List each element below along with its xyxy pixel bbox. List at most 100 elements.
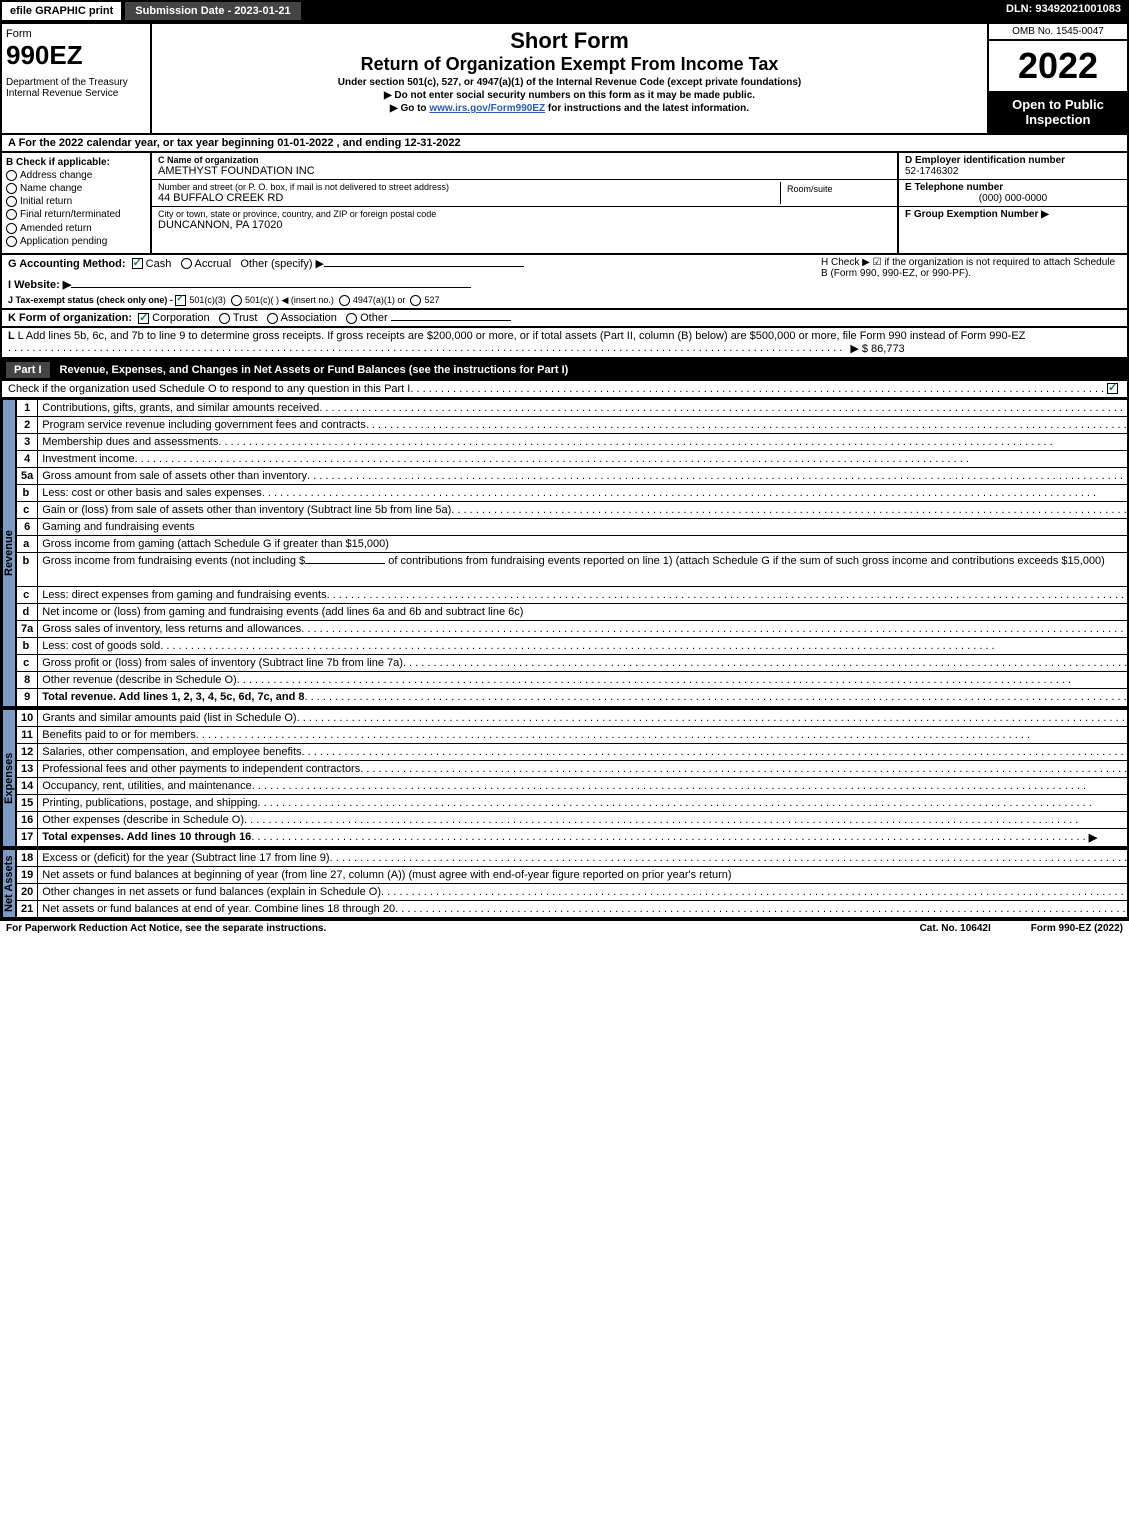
line-7c: cGross profit or (loss) from sales of in… (17, 654, 1129, 671)
side-expenses: Expenses (2, 709, 16, 847)
dept-label: Department of the Treasury Internal Reve… (6, 77, 146, 99)
line-1: 1Contributions, gifts, grants, and simil… (17, 399, 1129, 416)
chk-schedule-o[interactable] (1107, 383, 1118, 394)
line-9: 9Total revenue. Add lines 1, 2, 3, 4, 5c… (17, 688, 1129, 706)
line-2: 2Program service revenue including gover… (17, 416, 1129, 433)
org-name-label: C Name of organization (158, 155, 891, 165)
part1-tag: Part I (6, 362, 50, 378)
street: 44 BUFFALO CREEK RD (158, 192, 780, 204)
line-18: 18Excess or (deficit) for the year (Subt… (17, 849, 1129, 866)
subtitle-ssn: ▶ Do not enter social security numbers o… (156, 90, 983, 101)
row-k: K Form of organization: Corporation Trus… (0, 310, 1129, 328)
chk-527[interactable] (410, 295, 421, 306)
chk-final-return[interactable] (6, 209, 17, 220)
tel-label: E Telephone number (905, 182, 1003, 193)
row-l: L L Add lines 5b, 6c, and 7b to line 9 t… (0, 328, 1129, 359)
line-8: 8Other revenue (describe in Schedule O)8… (17, 671, 1129, 688)
part1-sub: Check if the organization used Schedule … (0, 381, 1129, 399)
section-b-title: B Check if applicable: (6, 157, 146, 168)
street-label: Number and street (or P. O. box, if mail… (158, 182, 780, 192)
net-assets-table: 18Excess or (deficit) for the year (Subt… (16, 849, 1129, 918)
row-i: I Website: ▶ (8, 278, 821, 291)
section-c: C Name of organization AMETHYST FOUNDATI… (152, 153, 897, 253)
chk-cash[interactable] (132, 258, 143, 269)
line-4: 4Investment income431 (17, 450, 1129, 467)
open-to-public: Open to Public Inspection (989, 91, 1127, 133)
line-6b: bGross income from fundraising events (n… (17, 552, 1129, 569)
line-6c: cLess: direct expenses from gaming and f… (17, 586, 1129, 603)
efile-print[interactable]: efile GRAPHIC print (0, 0, 123, 22)
line-7b: bLess: cost of goods sold7b0 (17, 637, 1129, 654)
chk-corporation[interactable] (138, 313, 149, 324)
footer-right: Form 990-EZ (2022) (1031, 923, 1123, 934)
form-label: Form (6, 28, 146, 40)
line-15: 15Printing, publications, postage, and s… (17, 794, 1129, 811)
chk-initial-return[interactable] (6, 196, 17, 207)
line-5b: bLess: cost or other basis and sales exp… (17, 484, 1129, 501)
line-19: 19Net assets or fund balances at beginni… (17, 866, 1129, 883)
room-suite-label: Room/suite (781, 182, 891, 204)
chk-501c3[interactable] (175, 295, 186, 306)
top-bar: efile GRAPHIC print Submission Date - 20… (0, 0, 1129, 22)
row-j: J Tax-exempt status (check only one) - 5… (8, 295, 821, 306)
ein-label: D Employer identification number (905, 155, 1065, 166)
org-name: AMETHYST FOUNDATION INC (158, 165, 891, 177)
line-12: 12Salaries, other compensation, and empl… (17, 743, 1129, 760)
ein: 52-1746302 (905, 166, 958, 177)
side-net-assets: Net Assets (2, 849, 16, 918)
subtitle-link: ▶ Go to www.irs.gov/Form990EZ for instru… (156, 103, 983, 114)
line-14: 14Occupancy, rent, utilities, and mainte… (17, 777, 1129, 794)
dln: DLN: 93492021001083 (998, 0, 1129, 22)
page-footer: For Paperwork Reduction Act Notice, see … (0, 920, 1129, 936)
irs-link[interactable]: www.irs.gov/Form990EZ (429, 103, 545, 114)
line-16: 16Other expenses (describe in Schedule O… (17, 811, 1129, 828)
line-13: 13Professional fees and other payments t… (17, 760, 1129, 777)
chk-4947[interactable] (339, 295, 350, 306)
line-6: 6Gaming and fundraising events (17, 518, 1129, 535)
line-5c: cGain or (loss) from sale of assets othe… (17, 501, 1129, 518)
line-6a: aGross income from gaming (attach Schedu… (17, 535, 1129, 552)
line-6b-val: 6b0 (17, 569, 1129, 586)
chk-address-change[interactable] (6, 170, 17, 181)
city-label: City or town, state or province, country… (158, 209, 891, 219)
line-17: 17Total expenses. Add lines 10 through 1… (17, 828, 1129, 846)
line-6d: dNet income or (loss) from gaming and fu… (17, 603, 1129, 620)
chk-application-pending[interactable] (6, 236, 17, 247)
chk-other-org[interactable] (346, 313, 357, 324)
part1-title: Revenue, Expenses, and Changes in Net As… (60, 364, 569, 376)
tax-year: 2022 (989, 41, 1127, 91)
line-7a: 7aGross sales of inventory, less returns… (17, 620, 1129, 637)
side-revenue: Revenue (2, 399, 16, 707)
chk-501c[interactable] (231, 295, 242, 306)
line-20: 20Other changes in net assets or fund ba… (17, 883, 1129, 900)
line-3: 3Membership dues and assessments30 (17, 433, 1129, 450)
section-b: B Check if applicable: Address change Na… (2, 153, 152, 253)
chk-name-change[interactable] (6, 183, 17, 194)
subtitle-section: Under section 501(c), 527, or 4947(a)(1)… (156, 77, 983, 88)
section-d: D Employer identification number 52-1746… (897, 153, 1127, 253)
chk-trust[interactable] (219, 313, 230, 324)
row-a-tax-year: A For the 2022 calendar year, or tax yea… (0, 135, 1129, 153)
footer-catno: Cat. No. 10642I (920, 923, 991, 934)
form-header: Form 990EZ Department of the Treasury In… (0, 22, 1129, 135)
part1-header: Part I Revenue, Expenses, and Changes in… (0, 359, 1129, 381)
row-g: G Accounting Method: Cash Accrual Other … (8, 257, 821, 270)
chk-amended-return[interactable] (6, 223, 17, 234)
telephone: (000) 000-0000 (905, 193, 1121, 204)
line-11: 11Benefits paid to or for members110 (17, 726, 1129, 743)
city: DUNCANNON, PA 17020 (158, 219, 891, 231)
omb-number: OMB No. 1545-0047 (989, 24, 1127, 41)
title-short-form: Short Form (156, 28, 983, 54)
chk-accrual[interactable] (181, 258, 192, 269)
submission-date: Submission Date - 2023-01-21 (123, 0, 302, 22)
row-h: H Check ▶ ☑ if the organization is not r… (821, 257, 1121, 306)
line-5a: 5aGross amount from sale of assets other… (17, 467, 1129, 484)
chk-association[interactable] (267, 313, 278, 324)
expenses-table: 10Grants and similar amounts paid (list … (16, 709, 1129, 847)
line-10: 10Grants and similar amounts paid (list … (17, 709, 1129, 726)
footer-left: For Paperwork Reduction Act Notice, see … (6, 923, 326, 934)
revenue-table: 1Contributions, gifts, grants, and simil… (16, 399, 1129, 707)
form-number: 990EZ (6, 40, 146, 71)
group-exemption-label: F Group Exemption Number ▶ (905, 209, 1049, 220)
line-21: 21Net assets or fund balances at end of … (17, 900, 1129, 917)
